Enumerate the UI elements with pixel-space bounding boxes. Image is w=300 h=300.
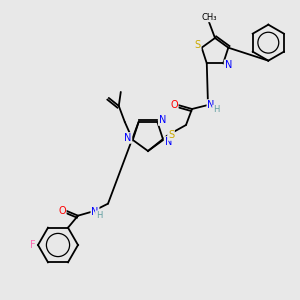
Text: N: N: [124, 133, 131, 143]
Text: N: N: [224, 60, 232, 70]
Text: N: N: [164, 137, 172, 147]
Text: N: N: [91, 207, 99, 217]
Text: O: O: [170, 100, 178, 110]
Text: H: H: [96, 211, 102, 220]
Text: H: H: [213, 106, 219, 115]
Text: N: N: [207, 100, 215, 110]
Text: F: F: [30, 240, 36, 250]
Text: N: N: [159, 115, 166, 125]
Text: S: S: [195, 40, 201, 50]
Text: O: O: [58, 206, 66, 216]
Text: S: S: [168, 130, 174, 140]
Text: CH₃: CH₃: [201, 13, 217, 22]
